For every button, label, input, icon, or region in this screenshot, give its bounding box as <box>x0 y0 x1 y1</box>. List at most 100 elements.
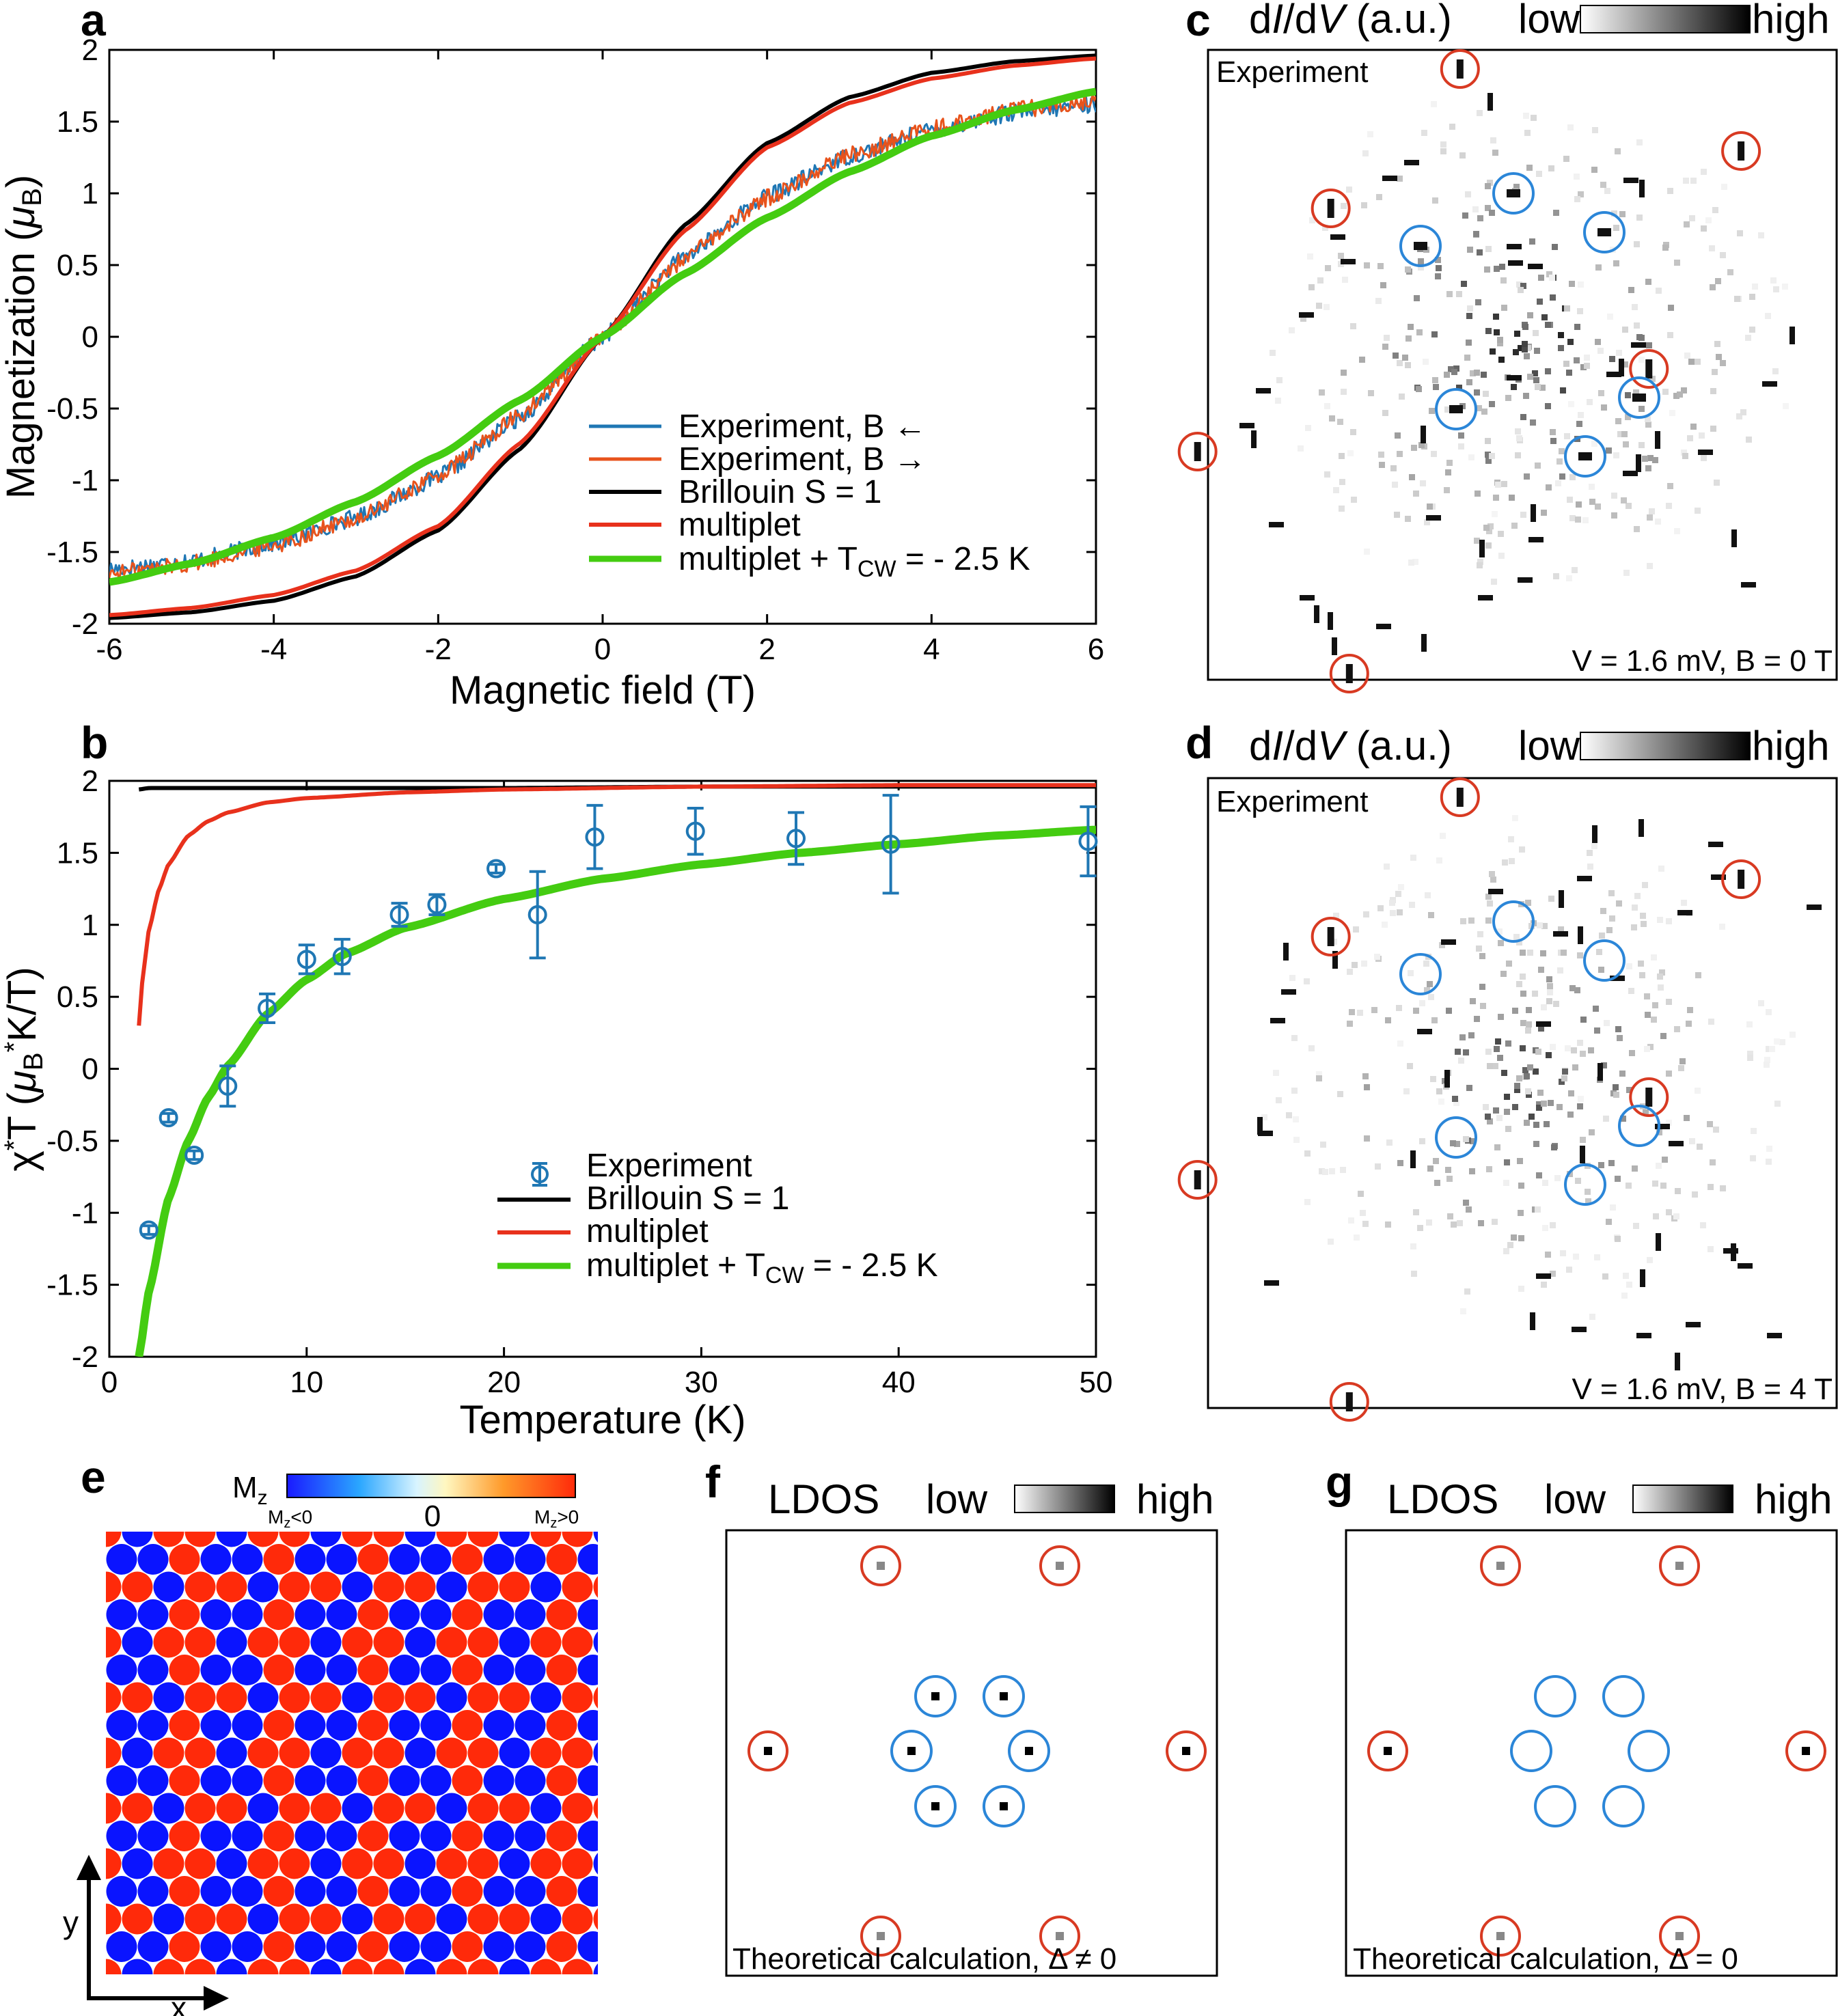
colorbar-e <box>286 1474 576 1498</box>
map-pixel <box>1473 231 1479 237</box>
spin-up-site <box>279 1793 310 1824</box>
spin-down-site <box>499 1737 530 1769</box>
map-pixel <box>1576 421 1582 427</box>
map-pixel <box>1604 188 1610 194</box>
spin-down-site <box>609 1599 640 1630</box>
red-ring <box>1177 1160 1218 1200</box>
map-pixel <box>1316 303 1322 309</box>
map-defect <box>1731 529 1737 547</box>
x-tick-label-a: 4 <box>923 633 939 666</box>
y-tick-label-b: -1 <box>72 1196 98 1230</box>
map-pixel <box>1569 985 1576 991</box>
map-pixel <box>1556 1104 1563 1110</box>
map-pixel <box>1309 217 1315 223</box>
map-pixel <box>1641 921 1647 927</box>
spin-down-site <box>106 1710 137 1741</box>
map-pixel <box>1477 559 1483 565</box>
map-pixel <box>1568 1090 1574 1096</box>
map-pixel <box>1440 833 1446 839</box>
map-pixel <box>1469 1168 1475 1174</box>
spin-down-site <box>106 1821 137 1851</box>
blue-ring <box>1564 435 1606 478</box>
map-pixel <box>1710 426 1716 432</box>
map-pixel <box>1481 409 1487 415</box>
y-tick-label-b: 0.5 <box>57 980 98 1014</box>
map-pixel <box>1515 452 1521 458</box>
legend-a: Experiment, B ← Experiment, B → Brilloui… <box>589 409 1030 582</box>
map-pixel <box>1333 913 1339 919</box>
map-pixel <box>1439 942 1445 948</box>
spin-down-site <box>483 1876 515 1907</box>
spin-down-site <box>404 1627 436 1658</box>
spin-up-site <box>247 1532 279 1547</box>
spin-down-site <box>247 1903 279 1935</box>
map-pixel <box>1621 431 1628 437</box>
map-defect <box>1610 976 1625 981</box>
map-pixel <box>1431 331 1438 337</box>
map-pixel <box>1494 1046 1500 1052</box>
map-pixel <box>1483 525 1490 531</box>
spin-down-site <box>499 1848 530 1879</box>
map-pixel <box>1554 1175 1561 1181</box>
map-note-c: V = 1.6 mV, B = 0 T <box>1572 644 1833 678</box>
map-pixel <box>1514 331 1520 337</box>
blue-ring <box>1435 1116 1477 1159</box>
map-defect <box>1528 537 1544 542</box>
panel-label-g: g <box>1326 1456 1353 1507</box>
map-pixel <box>1617 1035 1623 1041</box>
map-pixel <box>1512 1008 1518 1014</box>
map-pixel <box>1477 931 1483 937</box>
map-pixel <box>1598 1162 1604 1168</box>
map-pixel <box>1649 376 1656 382</box>
ring-dot <box>1738 141 1745 161</box>
map-pixel <box>1364 262 1370 268</box>
map-pixel <box>1644 1046 1650 1052</box>
map-pixel <box>1572 567 1578 573</box>
map-pixel <box>1342 277 1348 283</box>
map-pixel <box>1323 304 1330 310</box>
map-pixel <box>1375 1163 1381 1170</box>
map-pixel <box>1516 939 1522 945</box>
spin-up-site <box>169 1489 200 1519</box>
map-pixel <box>1712 369 1718 375</box>
map-pixel <box>1613 452 1619 458</box>
map-pixel <box>1497 340 1503 346</box>
map-pixel <box>1541 1004 1547 1010</box>
map-defect <box>1623 178 1638 183</box>
map-pixel <box>1634 526 1640 532</box>
map-pixel <box>1430 1076 1436 1082</box>
spin-down-site <box>326 1876 357 1907</box>
spin-up-site <box>562 1903 593 1935</box>
spin-down-site <box>483 1544 515 1575</box>
map-pixel <box>1622 327 1628 333</box>
map-pixel <box>1362 150 1369 156</box>
map-pixel <box>1666 1071 1672 1077</box>
panel-e: e Mz Mz<0 0 Mz>0 y x <box>63 1452 640 2016</box>
map-pixel <box>1734 296 1740 302</box>
map-pixel <box>1601 1062 1607 1068</box>
data-point <box>258 998 277 1018</box>
map-pixel <box>1701 169 1707 175</box>
map-pixel <box>1447 1213 1453 1219</box>
data-point <box>159 1108 178 1128</box>
spin-down-site <box>577 1765 598 1796</box>
map-pixel <box>1460 1308 1466 1314</box>
map-pixel <box>1542 1180 1548 1186</box>
map-pixel <box>1766 1159 1772 1165</box>
spin-down-site <box>609 1765 640 1796</box>
map-frame-c <box>1207 49 1838 681</box>
map-pixel <box>1700 1222 1706 1228</box>
map-pixel <box>1433 384 1439 390</box>
map-pixel <box>1638 406 1645 412</box>
map-pixel <box>1352 962 1358 968</box>
map-pixel <box>1351 497 1357 503</box>
map-pixel <box>1550 1222 1556 1228</box>
map-pixel <box>1494 1144 1500 1150</box>
panel-f: f LDOS low high Theoretical calculation,… <box>705 1456 1218 1977</box>
map-pixel <box>1632 1165 1638 1172</box>
map-pixel <box>1662 245 1669 251</box>
spin-down-site <box>232 1710 263 1741</box>
spin-down-site <box>106 1765 137 1796</box>
spin-down-site <box>499 1959 530 1974</box>
spin-down-site <box>310 1848 342 1879</box>
